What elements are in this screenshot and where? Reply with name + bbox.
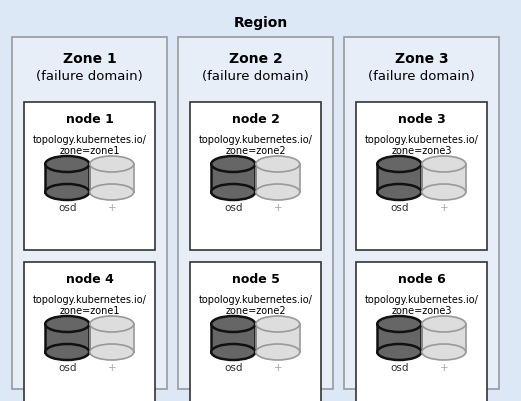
Bar	[377, 324, 421, 352]
Ellipse shape	[211, 344, 255, 360]
Text: zone=zone3: zone=zone3	[391, 146, 452, 156]
Bar	[90, 164, 134, 192]
Text: Region: Region	[233, 16, 288, 30]
Text: Zone 1: Zone 1	[63, 52, 116, 66]
Text: zone=zone1: zone=zone1	[59, 305, 120, 315]
Text: (failure domain): (failure domain)	[36, 70, 143, 83]
Text: zone=zone2: zone=zone2	[225, 146, 286, 156]
Text: +: +	[274, 203, 282, 213]
Ellipse shape	[377, 184, 421, 200]
Ellipse shape	[90, 344, 134, 360]
Text: (failure domain): (failure domain)	[202, 70, 309, 83]
Text: osd: osd	[390, 203, 408, 213]
Text: node 1: node 1	[66, 113, 114, 126]
Bar	[211, 164, 255, 192]
Ellipse shape	[422, 344, 466, 360]
Ellipse shape	[90, 316, 134, 332]
Ellipse shape	[90, 157, 134, 172]
Ellipse shape	[45, 184, 89, 200]
Ellipse shape	[45, 157, 89, 172]
Text: Zone 2: Zone 2	[229, 52, 282, 66]
Text: zone=zone3: zone=zone3	[391, 305, 452, 315]
Text: node 5: node 5	[231, 272, 279, 285]
Bar	[256, 324, 300, 352]
Ellipse shape	[422, 184, 466, 200]
Bar	[190, 262, 321, 401]
Bar	[422, 164, 466, 192]
Bar	[356, 262, 487, 401]
Ellipse shape	[256, 316, 300, 332]
Text: osd: osd	[390, 362, 408, 372]
Ellipse shape	[256, 184, 300, 200]
Text: osd: osd	[224, 203, 242, 213]
Ellipse shape	[377, 157, 421, 172]
Bar	[356, 103, 487, 250]
Text: osd: osd	[58, 362, 77, 372]
Ellipse shape	[45, 344, 89, 360]
Text: node 6: node 6	[398, 272, 445, 285]
Ellipse shape	[90, 184, 134, 200]
Ellipse shape	[45, 316, 89, 332]
FancyBboxPatch shape	[178, 38, 333, 389]
Text: osd: osd	[224, 362, 242, 372]
Ellipse shape	[211, 157, 255, 172]
Text: zone=zone1: zone=zone1	[59, 146, 120, 156]
Text: osd: osd	[58, 203, 77, 213]
Text: topology.kubernetes.io/: topology.kubernetes.io/	[199, 294, 313, 304]
Ellipse shape	[211, 316, 255, 332]
Text: topology.kubernetes.io/: topology.kubernetes.io/	[33, 135, 146, 145]
Bar	[24, 103, 155, 250]
Bar	[24, 262, 155, 401]
FancyBboxPatch shape	[12, 38, 167, 389]
Text: topology.kubernetes.io/: topology.kubernetes.io/	[365, 294, 478, 304]
Ellipse shape	[422, 316, 466, 332]
Text: +: +	[274, 362, 282, 372]
Ellipse shape	[377, 344, 421, 360]
Ellipse shape	[377, 316, 421, 332]
Text: +: +	[107, 362, 116, 372]
Bar	[45, 324, 89, 352]
Text: Zone 3: Zone 3	[395, 52, 448, 66]
Ellipse shape	[211, 184, 255, 200]
Text: topology.kubernetes.io/: topology.kubernetes.io/	[365, 135, 478, 145]
Bar	[45, 164, 89, 192]
Text: node 2: node 2	[231, 113, 279, 126]
Ellipse shape	[422, 157, 466, 172]
Text: node 3: node 3	[398, 113, 445, 126]
Text: +: +	[439, 362, 448, 372]
Bar	[211, 324, 255, 352]
Bar	[256, 164, 300, 192]
Text: +: +	[439, 203, 448, 213]
Bar	[90, 324, 134, 352]
Bar	[422, 324, 466, 352]
Ellipse shape	[256, 157, 300, 172]
Text: (failure domain): (failure domain)	[368, 70, 475, 83]
Text: topology.kubernetes.io/: topology.kubernetes.io/	[33, 294, 146, 304]
Bar	[190, 103, 321, 250]
Text: zone=zone2: zone=zone2	[225, 305, 286, 315]
Bar	[377, 164, 421, 192]
Text: +: +	[107, 203, 116, 213]
FancyBboxPatch shape	[344, 38, 499, 389]
Text: node 4: node 4	[66, 272, 114, 285]
Text: topology.kubernetes.io/: topology.kubernetes.io/	[199, 135, 313, 145]
Ellipse shape	[256, 344, 300, 360]
